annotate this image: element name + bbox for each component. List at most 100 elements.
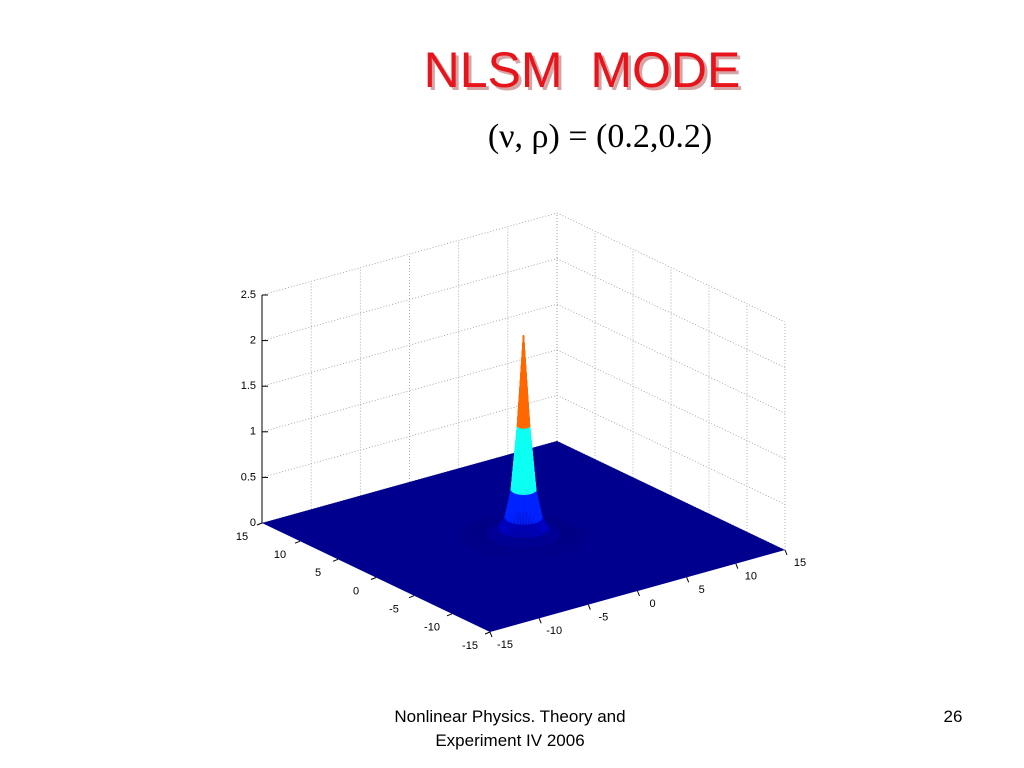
y-tick-label: -15 xyxy=(462,640,478,652)
surface-mesh xyxy=(547,530,561,539)
x-tick-label: 5 xyxy=(699,584,705,596)
surface-mesh xyxy=(485,528,500,535)
surface-mesh xyxy=(526,524,530,539)
surface-mesh xyxy=(500,520,508,534)
grid-line xyxy=(261,258,558,341)
surface-mesh xyxy=(545,517,562,525)
surface-mesh xyxy=(498,519,506,532)
surface-mesh xyxy=(534,547,543,559)
surface-mesh xyxy=(489,545,505,557)
surface-mesh xyxy=(526,494,530,526)
surface-mesh xyxy=(463,528,489,532)
page-number: 26 xyxy=(944,707,963,726)
surface-mesh xyxy=(481,544,500,554)
x-tick xyxy=(587,604,591,610)
surface-mesh xyxy=(489,516,504,524)
surface-mesh xyxy=(524,494,527,526)
surface-mesh xyxy=(499,520,507,534)
surface-mesh xyxy=(542,516,558,524)
surface-mesh xyxy=(508,536,515,548)
surface-mesh xyxy=(520,494,523,526)
title-shadow: NLSM MODE xyxy=(427,45,744,101)
surface-mesh xyxy=(525,494,529,526)
y-tick xyxy=(408,595,415,599)
surface-mesh xyxy=(541,519,549,532)
z-tick-label: 2.5 xyxy=(241,289,256,301)
surface-mesh xyxy=(500,535,510,547)
surface-mesh xyxy=(520,547,523,560)
surface-mesh xyxy=(535,522,541,537)
surface-mesh xyxy=(559,535,586,541)
surface-mesh xyxy=(547,519,566,526)
surface-mesh xyxy=(518,494,522,526)
surface-mesh xyxy=(504,547,514,559)
y-tick xyxy=(370,577,377,580)
surface-mesh xyxy=(538,535,547,547)
surface-mesh xyxy=(518,537,521,549)
x-tick-label: 15 xyxy=(794,557,806,569)
x-tick-label: 0 xyxy=(649,598,655,610)
surface-mesh xyxy=(532,537,539,548)
surface-mesh xyxy=(515,547,520,560)
surface-mesh xyxy=(514,537,519,549)
surface-mesh xyxy=(545,544,563,556)
surface-mesh xyxy=(510,493,516,524)
surface-mesh xyxy=(473,542,495,551)
surface-mesh xyxy=(524,428,528,496)
surface-mesh xyxy=(504,522,511,536)
surface-mesh xyxy=(557,527,582,531)
surface-mesh xyxy=(525,524,528,539)
surface-mesh xyxy=(463,538,489,544)
surface-mesh xyxy=(536,536,545,547)
surface-mesh xyxy=(467,540,492,548)
surface-mesh xyxy=(530,537,536,549)
grid-line xyxy=(556,349,786,460)
surface-mesh xyxy=(514,494,519,525)
z-tick-label: 2 xyxy=(250,335,256,347)
surface-mesh xyxy=(536,522,543,537)
surface-mesh xyxy=(558,538,584,545)
surface-mesh xyxy=(506,492,514,522)
surface-mesh xyxy=(528,494,533,525)
surface-mesh xyxy=(484,517,502,525)
surface-mesh xyxy=(503,521,510,536)
surface-mesh xyxy=(546,531,560,540)
x-tick xyxy=(686,577,690,583)
surface-mesh xyxy=(522,335,525,430)
surface-mesh xyxy=(513,523,518,539)
surface-mesh xyxy=(557,539,582,546)
y-tick-label: 10 xyxy=(274,549,286,561)
surface-mesh xyxy=(515,524,519,539)
surface-mesh xyxy=(461,532,488,534)
surface-mesh xyxy=(485,528,500,536)
surface-mesh xyxy=(554,523,577,529)
grid-line xyxy=(556,212,786,323)
surface-mesh xyxy=(489,532,503,542)
surface-mesh xyxy=(537,546,549,559)
x-tick-label: -5 xyxy=(598,612,608,624)
surface-mesh xyxy=(506,522,512,537)
y-tick-label: 0 xyxy=(353,585,359,597)
x-tick xyxy=(637,590,640,597)
surface-mesh xyxy=(547,529,562,537)
surface-mesh xyxy=(511,537,517,549)
surface-mesh xyxy=(547,529,562,538)
z-tick-label: 1.5 xyxy=(241,380,256,392)
surface-mesh xyxy=(545,532,559,541)
x-tick xyxy=(538,618,542,624)
grid-line xyxy=(556,303,786,414)
surface-mesh xyxy=(559,537,585,543)
surface-mesh xyxy=(550,543,571,553)
y-tick-label: -5 xyxy=(389,604,399,616)
surface-mesh xyxy=(470,541,493,550)
surface-mesh xyxy=(499,519,507,533)
surface-mesh xyxy=(473,521,495,527)
surface-mesh xyxy=(507,523,513,537)
surface-mesh xyxy=(527,494,532,526)
footer-line: Experiment IV 2006 xyxy=(435,731,584,750)
surface-mesh xyxy=(524,537,526,549)
y-tick xyxy=(484,631,491,635)
surface-mesh xyxy=(530,493,536,525)
surface-mesh xyxy=(494,546,507,558)
surface-mesh xyxy=(486,530,500,539)
